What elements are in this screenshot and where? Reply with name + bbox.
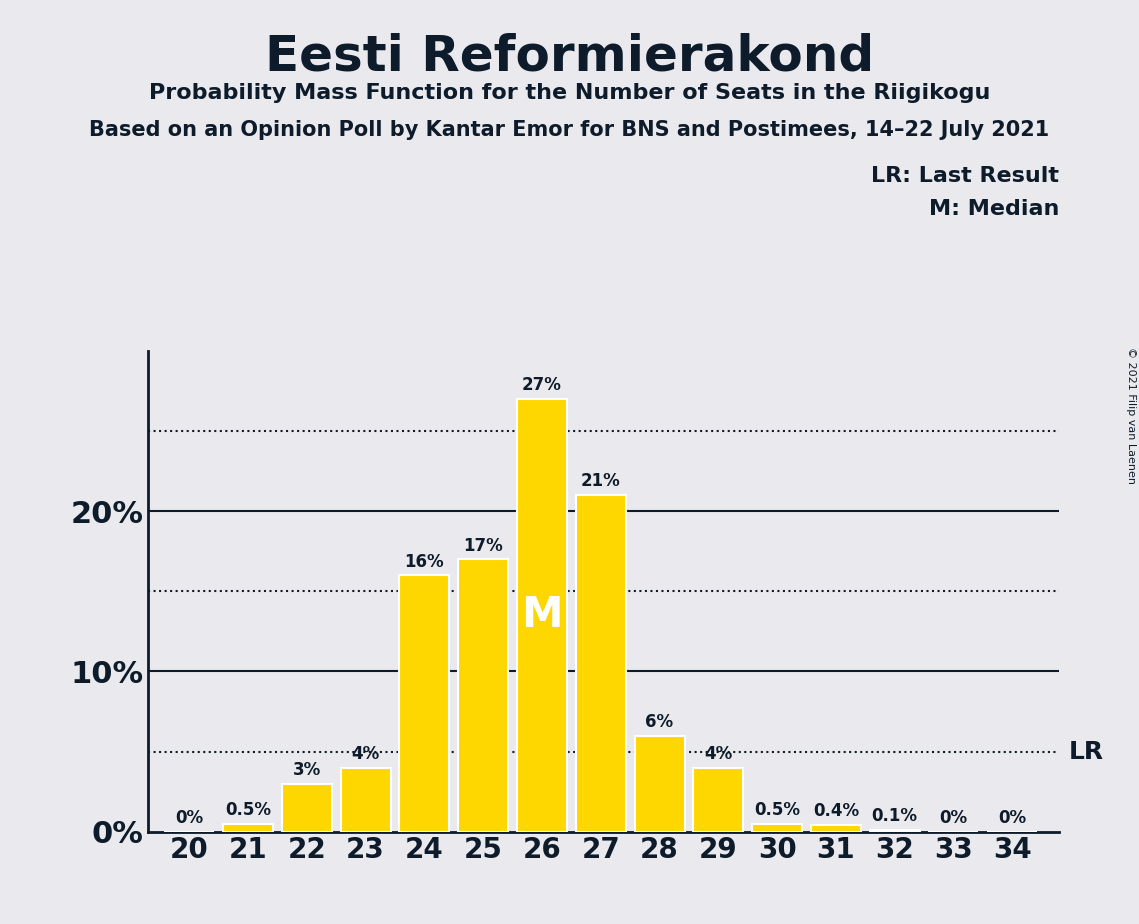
Text: 0.1%: 0.1%: [871, 808, 918, 825]
Text: Based on an Opinion Poll by Kantar Emor for BNS and Postimees, 14–22 July 2021: Based on an Opinion Poll by Kantar Emor …: [89, 120, 1050, 140]
Text: 0%: 0%: [940, 808, 967, 827]
Text: M: M: [522, 594, 563, 637]
Bar: [694, 768, 744, 832]
Bar: [281, 784, 331, 832]
Bar: [634, 736, 685, 832]
Text: 21%: 21%: [581, 472, 621, 491]
Text: 0.5%: 0.5%: [754, 801, 800, 819]
Text: 4%: 4%: [352, 745, 379, 762]
Text: © 2021 Filip van Laenen: © 2021 Filip van Laenen: [1126, 347, 1136, 484]
Text: 0.4%: 0.4%: [813, 802, 859, 821]
Text: 3%: 3%: [293, 760, 321, 779]
Text: 0.5%: 0.5%: [226, 801, 271, 819]
Text: LR: Last Result: LR: Last Result: [871, 166, 1059, 187]
Bar: [752, 823, 802, 832]
Bar: [341, 768, 391, 832]
Bar: [575, 495, 625, 832]
Bar: [870, 830, 919, 832]
Text: 4%: 4%: [704, 745, 732, 762]
Text: Eesti Reformierakond: Eesti Reformierakond: [265, 32, 874, 80]
Text: 6%: 6%: [646, 712, 673, 731]
Bar: [811, 825, 861, 832]
Text: 17%: 17%: [464, 537, 503, 554]
Text: 0%: 0%: [998, 808, 1026, 827]
Text: 0%: 0%: [175, 808, 203, 827]
Text: 16%: 16%: [404, 553, 444, 570]
Bar: [223, 823, 273, 832]
Text: 27%: 27%: [522, 376, 562, 395]
Text: LR: LR: [1068, 739, 1104, 763]
Bar: [400, 576, 450, 832]
Text: M: Median: M: Median: [929, 199, 1059, 219]
Bar: [517, 399, 567, 832]
Bar: [458, 559, 508, 832]
Text: Probability Mass Function for the Number of Seats in the Riigikogu: Probability Mass Function for the Number…: [149, 83, 990, 103]
